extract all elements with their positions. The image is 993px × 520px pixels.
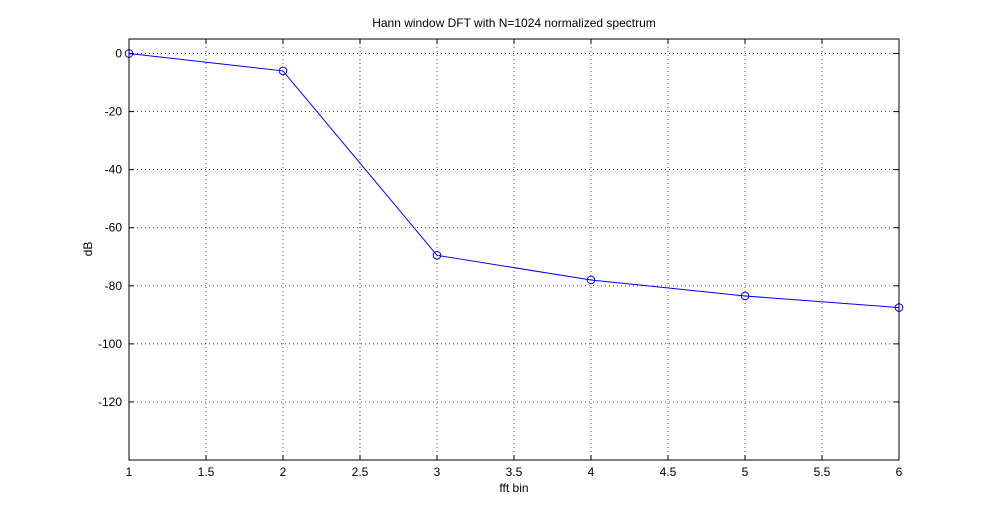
chart-title: Hann window DFT with N=1024 normalized s… (372, 16, 656, 30)
x-tick-labels: 1 1.5 2 2.5 3 3.5 4 4.5 5 5.5 6 (126, 465, 903, 479)
x-tick-label: 1 (126, 465, 133, 479)
y-tick-label: -60 (105, 221, 123, 235)
x-tick-label: 2 (280, 465, 287, 479)
x-tick-label: 2.5 (352, 465, 369, 479)
x-tick-label: 5 (742, 465, 749, 479)
y-tick-labels: 0 -20 -40 -60 -80 -100 -120 (98, 47, 122, 409)
y-tick-label: -20 (105, 105, 123, 119)
y-tick-label: -100 (98, 337, 122, 351)
y-tick-label: -40 (105, 163, 123, 177)
y-tick-label: 0 (115, 47, 122, 61)
plot-area-background (129, 39, 899, 460)
x-tick-label: 5.5 (814, 465, 831, 479)
x-tick-label: 6 (896, 465, 903, 479)
x-tick-label: 3.5 (506, 465, 523, 479)
y-tick-label: -80 (105, 279, 123, 293)
x-tick-label: 1.5 (198, 465, 215, 479)
data-point-marker (432, 251, 442, 260)
data-point-marker (740, 291, 750, 301)
y-tick-label: -120 (98, 395, 122, 409)
x-tick-label: 4.5 (660, 465, 677, 479)
x-tick-label: 3 (434, 465, 441, 479)
grid-lines (129, 39, 899, 460)
y-axis-label: dB (81, 242, 95, 257)
axis-ticks (128, 39, 900, 460)
x-tick-label: 4 (588, 465, 595, 479)
data-point-marker (278, 66, 288, 76)
series-line (128, 53, 900, 309)
data-point-marker (586, 275, 596, 285)
x-axis-label: fft bin (499, 481, 528, 495)
